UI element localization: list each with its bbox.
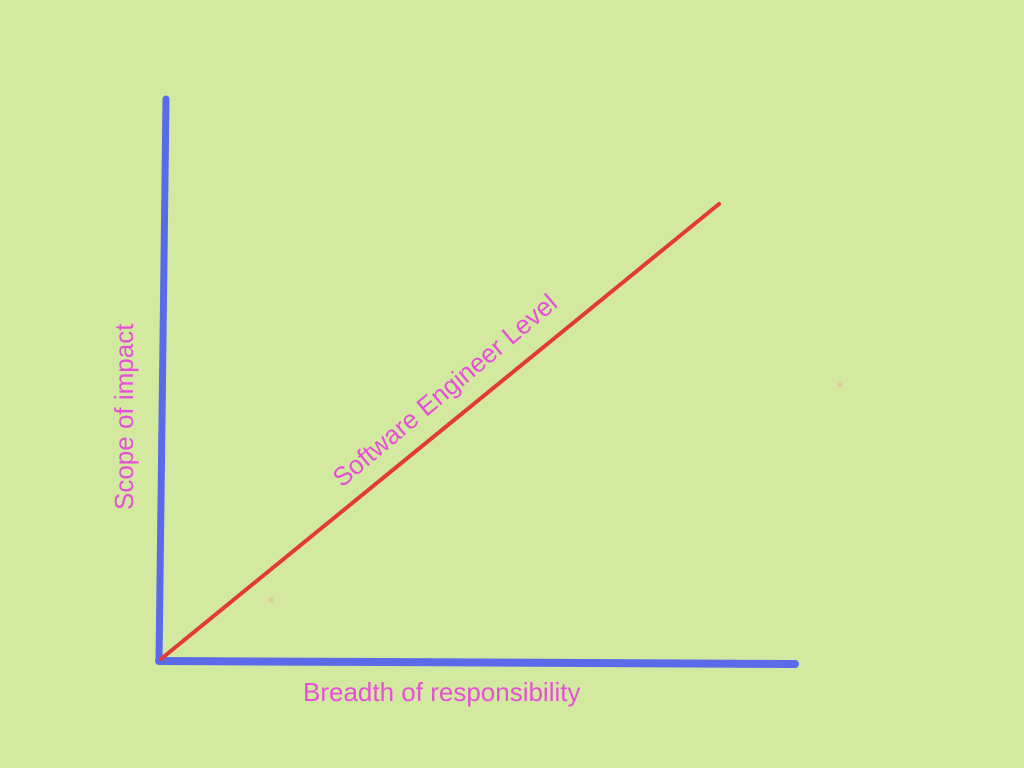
speck-mark [268,597,274,603]
line-label: Software Engineer Level [327,288,563,493]
x-axis [155,657,799,668]
speck-mark [837,382,843,388]
y-axis-label: Scope of impact [109,323,139,510]
trend-line [159,202,721,661]
x-axis-label: Breadth of responsibility [303,677,580,707]
y-axis [155,95,170,665]
